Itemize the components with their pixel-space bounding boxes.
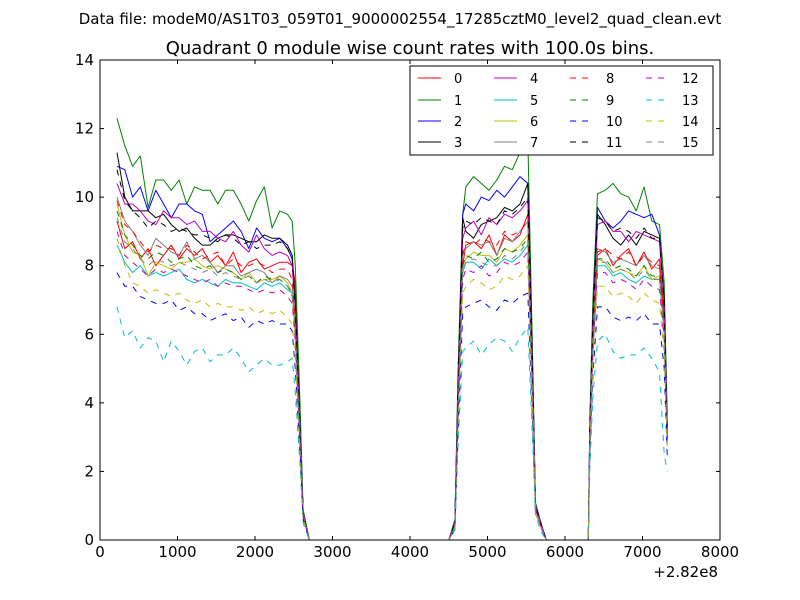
y-tick-label: 12 xyxy=(75,120,94,138)
y-tick-label: 10 xyxy=(75,188,94,206)
legend-label-3: 3 xyxy=(454,136,462,151)
x-tick-label: 5000 xyxy=(468,543,506,561)
legend-label-10: 10 xyxy=(606,115,623,130)
legend-label-2: 2 xyxy=(454,115,462,130)
legend-label-5: 5 xyxy=(530,94,538,109)
figure-suptitle: Data file: modeM0/AS1T03_059T01_90000025… xyxy=(79,10,722,29)
y-tick-label: 8 xyxy=(84,257,94,275)
legend-label-8: 8 xyxy=(606,72,614,87)
y-tick-label: 14 xyxy=(75,51,94,69)
x-tick-label: 2000 xyxy=(236,543,274,561)
y-tick-label: 4 xyxy=(84,394,94,412)
series-line-12 xyxy=(116,231,668,541)
x-tick-label: 4000 xyxy=(391,543,429,561)
legend-label-1: 1 xyxy=(454,94,462,109)
legend-label-13: 13 xyxy=(682,94,699,109)
y-tick-label: 2 xyxy=(84,462,94,480)
ticks-layer: 0 1000 2000 3000 4000 5000 6000 7000 80000246810… xyxy=(75,51,739,561)
x-tick-label: 8000 xyxy=(701,543,739,561)
x-axis-offset-label: +2.82e8 xyxy=(653,563,718,581)
legend-label-9: 9 xyxy=(606,94,614,109)
x-tick-label: 1000 xyxy=(158,543,196,561)
x-tick-label: 0 xyxy=(95,543,105,561)
x-tick-label: 6000 xyxy=(546,543,584,561)
legend-label-7: 7 xyxy=(530,136,538,151)
legend-label-6: 6 xyxy=(530,115,538,130)
legend-label-4: 4 xyxy=(530,72,538,87)
legend-label-15: 15 xyxy=(682,136,699,151)
y-tick-label: 0 xyxy=(84,531,94,549)
legend-label-11: 11 xyxy=(606,136,623,151)
x-tick-label: 3000 xyxy=(313,543,351,561)
legend-label-0: 0 xyxy=(454,72,462,87)
x-tick-label: 7000 xyxy=(623,543,661,561)
legend-label-12: 12 xyxy=(682,72,699,87)
chart-title: Quadrant 0 module wise count rates with … xyxy=(166,38,655,59)
legend-box xyxy=(409,65,714,156)
y-tick-label: 6 xyxy=(84,325,94,343)
legend-label-14: 14 xyxy=(682,115,699,130)
